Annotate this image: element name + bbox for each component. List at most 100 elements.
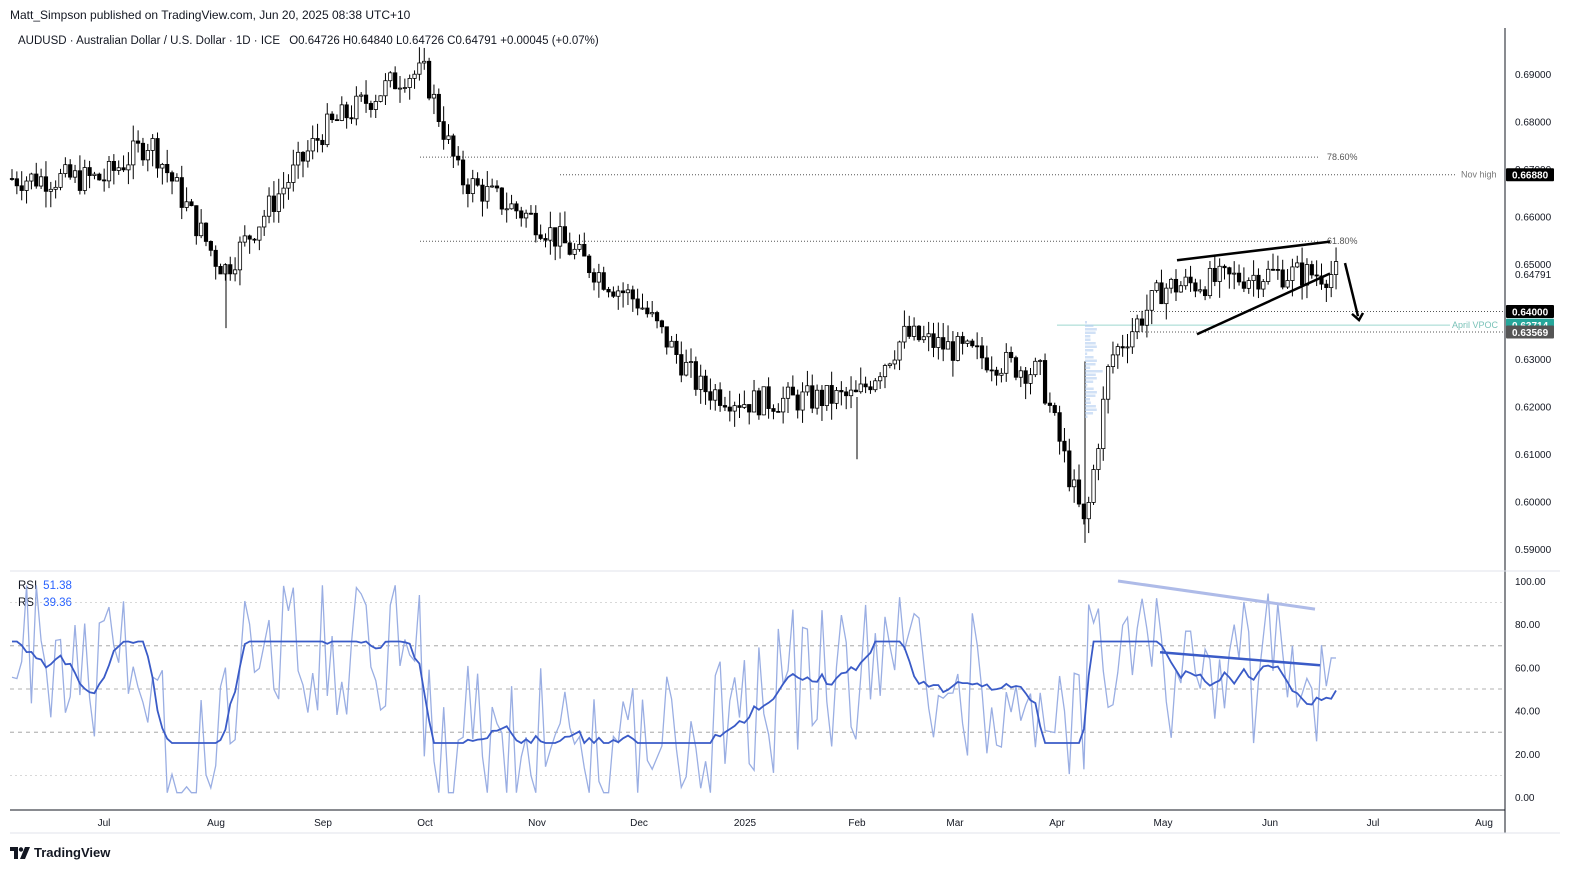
volume-profile-bar [1085,380,1094,383]
candle-body [276,193,281,212]
volume-profile-bar [1085,377,1097,380]
candle-body [1013,357,1019,378]
candle-body [708,391,713,401]
candle-body [58,173,63,188]
rsi-value: 51.38 [43,580,72,592]
candle-body [1241,281,1246,289]
candle-body [228,264,233,275]
volume-profile-bar [1085,328,1097,331]
publisher-line: Matt_Simpson published on TradingView.co… [10,8,411,22]
candle-body [63,164,68,175]
volume-profile-bar [1085,352,1088,355]
candle-body [422,60,427,64]
candle-body [1169,278,1174,289]
candle-body [907,325,912,337]
candle-body [72,170,78,178]
candle-body [960,336,965,344]
candle-body [1178,285,1183,293]
candle-body [1154,282,1159,291]
candle-body [296,151,301,166]
candle-body [1333,261,1339,275]
candle-body [436,93,441,122]
candle-body [572,248,577,255]
candle-body [635,298,640,309]
candle-body [1290,266,1295,281]
candle-body [1314,274,1319,277]
candle-body [179,177,184,208]
nov-high-label: Nov high [1461,170,1497,180]
candle-body [150,138,155,151]
candle-body [625,289,631,294]
price-axis-tick: 0.61000 [1515,450,1552,461]
candle-body [688,361,694,364]
candle-body [271,195,277,212]
time-axis-label: Oct [417,818,433,829]
candle-body [1149,290,1154,311]
candle-body [1028,374,1033,384]
candle-body [106,160,112,182]
time-axis-label: Mar [946,818,964,829]
candle-body [1067,450,1072,488]
candle-body [1246,280,1251,289]
candle-body [659,320,665,328]
candle-body [441,121,446,140]
candle-body [82,167,87,191]
price-axis-tick: 0.63000 [1515,355,1552,366]
fib-786-label: 78.60% [1327,152,1358,162]
candle-body [611,291,616,297]
candle-body [97,173,102,181]
price-axis-tick: 0.59000 [1515,545,1552,556]
time-axis-label: Nov [528,818,546,829]
rsi-legend-main[interactable]: RSI 51.38 [18,580,72,592]
candle-body [941,337,946,350]
candle-body [203,222,209,242]
volume-profile-bar [1085,342,1096,345]
candle-body [1232,272,1237,275]
candle-body [1038,360,1043,362]
candle-body [834,390,839,404]
volume-profile-bar [1085,331,1096,334]
candle-body [795,394,800,411]
candle-body [29,173,34,182]
candle-body [815,389,820,409]
fib-618-label: 61.80% [1327,236,1358,246]
candle-body [320,139,325,146]
candle-body [34,173,39,187]
candle-body [737,405,742,408]
candle-body [1076,479,1082,505]
candle-body [310,138,315,152]
candle-body [1203,289,1208,297]
candle-body [1173,278,1179,293]
candle-body [135,140,141,144]
price-axis-tick: 0.68000 [1515,118,1552,129]
candle-body [756,390,762,416]
volume-profile-bar [1085,384,1088,387]
candle-body [494,185,500,189]
candle-body [1285,280,1290,288]
candle-body [1300,262,1305,286]
candle-body [291,164,296,183]
price-axis-tick: 0.62000 [1515,403,1552,414]
candle-body [887,363,892,366]
candle-body [640,307,645,310]
candle-body [955,336,960,361]
candle-body [485,186,490,202]
candle-body [781,397,786,413]
candle-body [451,135,456,157]
candle-body [984,357,989,371]
candle-body [1047,402,1052,406]
tradingview-footer[interactable]: TradingView [10,845,110,860]
candle-body [538,234,543,239]
candle-body [208,241,213,251]
symbol-legend[interactable]: AUDUSD · Australian Dollar / U.S. Dollar… [18,35,599,47]
candle-body [1004,351,1009,374]
candle-body [388,72,393,82]
candle-body [902,325,907,343]
candle-body [232,269,238,275]
candle-body [1130,331,1135,348]
volume-profile-bar [1085,321,1087,324]
candle-body [417,62,422,75]
rsi-label: RSI [18,580,38,592]
candle-body [897,341,902,361]
